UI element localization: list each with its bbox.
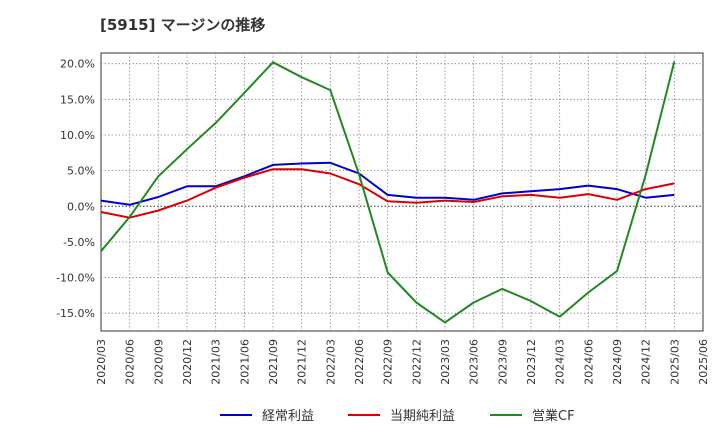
y-tick-label: 15.0% [60,93,95,106]
series-line-2 [100,168,675,219]
y-tick-label: 0.0% [67,200,95,213]
x-tick-label: 2024/09 [611,339,624,385]
series-line-1 [100,161,675,206]
x-tick-label: 2022/06 [353,339,366,385]
x-tick-label: 2020/06 [124,339,137,385]
x-tick-label: 2021/12 [296,339,309,385]
x-tick-label: 2021/03 [210,339,223,385]
y-tick-label: -5.0% [63,236,95,249]
x-tick-label: 2020/09 [152,339,165,385]
x-tick-label: 2025/06 [697,339,710,385]
x-tick-label: 2025/03 [668,339,681,385]
y-tick-label: 10.0% [60,129,95,142]
x-tick-label: 2022/03 [324,339,337,385]
plot-area [100,52,704,332]
x-tick-label: 2024/06 [582,339,595,385]
legend-label: 営業CF [532,408,575,424]
y-tick-label: 20.0% [60,58,95,71]
x-tick-label: 2023/09 [496,339,509,385]
x-tick-label: 2024/03 [554,339,567,385]
x-tick-label: 2022/12 [410,339,423,385]
legend-label: 当期純利益 [390,409,455,424]
y-tick-label: -10.0% [56,272,95,285]
x-tick-label: 2020/12 [181,339,194,385]
x-tick-label: 2023/06 [468,339,481,385]
x-tick-label: 2021/06 [238,339,251,385]
legend-label: 経常利益 [262,409,314,424]
x-tick-label: 2023/03 [439,339,452,385]
x-tick-label: 2024/12 [640,339,653,385]
x-tick-label: 2022/09 [382,339,395,385]
y-tick-label: -15.0% [56,307,95,320]
x-tick-label: 2023/12 [525,339,538,385]
y-tick-label: 5.0% [67,165,95,178]
x-tick-label: 2020/03 [95,339,108,385]
chart-title: [5915] マージンの推移 [100,16,266,34]
series-line-3 [100,61,676,324]
x-tick-label: 2021/09 [267,339,280,385]
